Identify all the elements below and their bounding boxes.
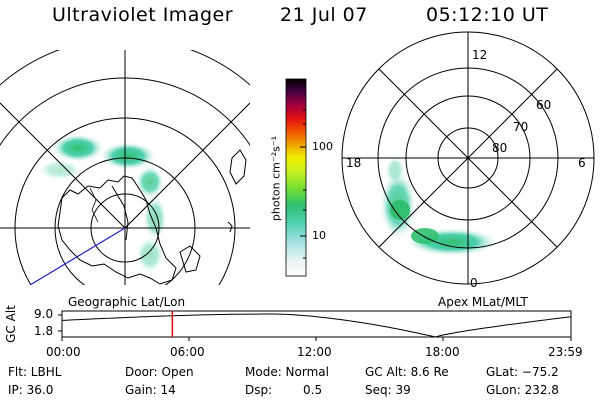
mlt-0-label: 0 <box>470 276 478 290</box>
altitude-ytick-max: 9.0 <box>34 307 54 321</box>
altitude-xtick-1200: 12:00 <box>297 345 332 359</box>
gain-status: Gain: 14 <box>125 383 176 397</box>
colorbar-tick-100: 100 <box>312 140 333 153</box>
door-status: Door: Open <box>125 365 194 379</box>
colorbar-tick-10: 10 <box>312 229 326 242</box>
mlt-18-label: 18 <box>346 156 362 170</box>
altitude-plot <box>58 310 572 341</box>
altitude-xtick-0000: 00:00 <box>46 345 81 359</box>
altitude-xtick-0600: 06:00 <box>170 345 205 359</box>
glon-status: GLon: 232.8 <box>486 383 559 397</box>
colorbar <box>285 78 307 277</box>
mlat-60-label: 60 <box>536 98 552 112</box>
colorbar-unit: photon cm⁻²s⁻¹ <box>269 135 283 222</box>
geographic-caption: Geographic Lat/Lon <box>68 295 186 309</box>
mode-status: Mode: Normal <box>245 365 329 379</box>
instrument-title: Ultraviolet Imager <box>52 4 234 26</box>
altitude-xtick-2359: 23:59 <box>548 345 583 359</box>
gc-alt-status: GC Alt: 8.6 Re <box>365 365 449 379</box>
filter-status: Flt: LBHL <box>8 365 62 379</box>
dsp-label: Dsp: <box>245 383 273 397</box>
mlat-70-label: 70 <box>513 120 529 134</box>
dsp-value: 0.5 <box>303 383 323 397</box>
date-label: 21 Jul 07 <box>280 4 368 26</box>
ip-status: IP: 36.0 <box>8 383 54 397</box>
altitude-axis-label: GC Alt <box>4 305 18 343</box>
mlt-12-label: 12 <box>472 48 488 62</box>
seq-status: Seq: 39 <box>365 383 411 397</box>
mlt-6-label: 6 <box>578 156 586 170</box>
geographic-map <box>0 50 250 285</box>
mlat-80-label: 80 <box>492 141 508 155</box>
altitude-xtick-1800: 18:00 <box>425 345 460 359</box>
altitude-ytick-min: 1.8 <box>34 324 54 338</box>
time-label: 05:12:10 UT <box>426 4 549 26</box>
magnetic-caption: Apex MLat/MLT <box>438 295 528 309</box>
glat-status: GLat: −75.2 <box>486 365 559 379</box>
left-aurora <box>38 134 167 273</box>
magnetic-map <box>341 31 595 285</box>
